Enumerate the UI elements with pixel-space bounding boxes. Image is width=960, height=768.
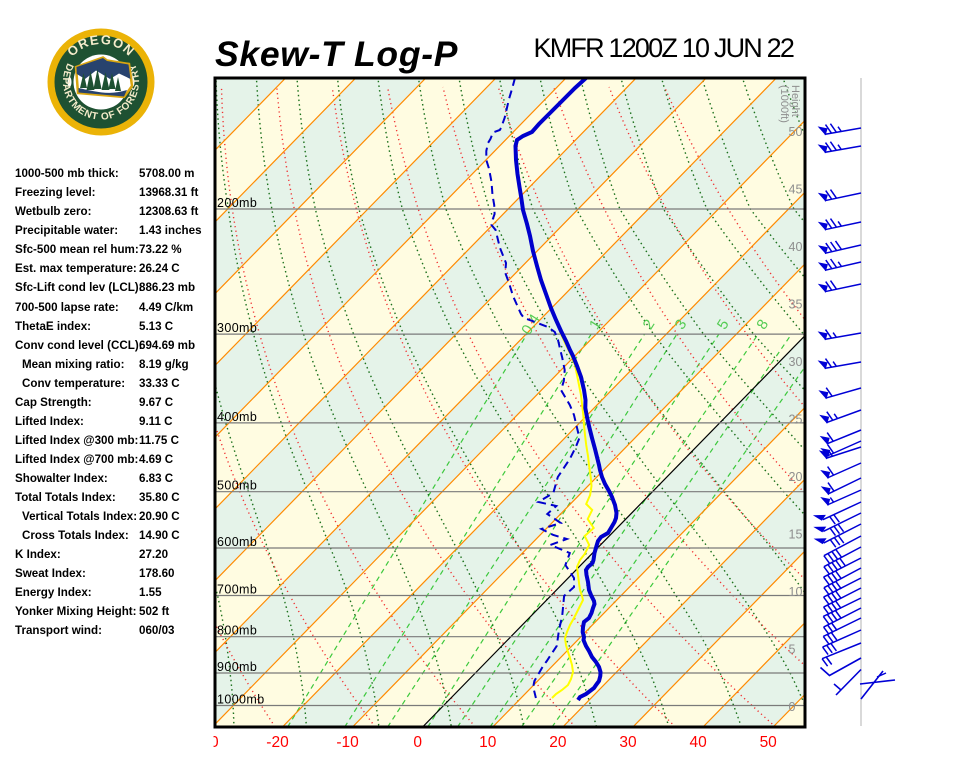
- svg-text:400mb: 400mb: [217, 410, 257, 424]
- svg-text:10: 10: [479, 734, 497, 751]
- svg-text:40: 40: [789, 240, 803, 254]
- svg-text:25: 25: [789, 413, 803, 427]
- svg-text:300mb: 300mb: [217, 321, 257, 335]
- svg-text:30: 30: [619, 734, 637, 751]
- svg-text:(1000ft): (1000ft): [778, 85, 790, 123]
- svg-text:50: 50: [760, 734, 778, 751]
- svg-text:Height: Height: [789, 85, 801, 117]
- svg-text:50: 50: [789, 125, 803, 139]
- svg-text:0: 0: [789, 700, 796, 714]
- svg-text:1000mb: 1000mb: [217, 693, 265, 707]
- svg-text:-20: -20: [266, 734, 289, 751]
- svg-text:40: 40: [689, 734, 707, 751]
- svg-text:20: 20: [549, 734, 567, 751]
- svg-text:35: 35: [789, 298, 803, 312]
- svg-text:15: 15: [789, 528, 803, 542]
- svg-text:-30: -30: [196, 734, 219, 751]
- svg-text:600mb: 600mb: [217, 535, 257, 549]
- svg-text:200mb: 200mb: [217, 196, 257, 210]
- svg-text:0: 0: [413, 734, 422, 751]
- svg-text:10: 10: [789, 585, 803, 599]
- svg-text:20: 20: [789, 470, 803, 484]
- svg-text:45: 45: [789, 183, 803, 197]
- svg-text:800mb: 800mb: [217, 624, 257, 638]
- svg-text:900mb: 900mb: [217, 660, 257, 674]
- svg-text:5: 5: [789, 643, 796, 657]
- svg-text:-10: -10: [336, 734, 359, 751]
- svg-text:500mb: 500mb: [217, 479, 257, 493]
- svg-text:30: 30: [789, 355, 803, 369]
- svg-text:700mb: 700mb: [217, 583, 257, 597]
